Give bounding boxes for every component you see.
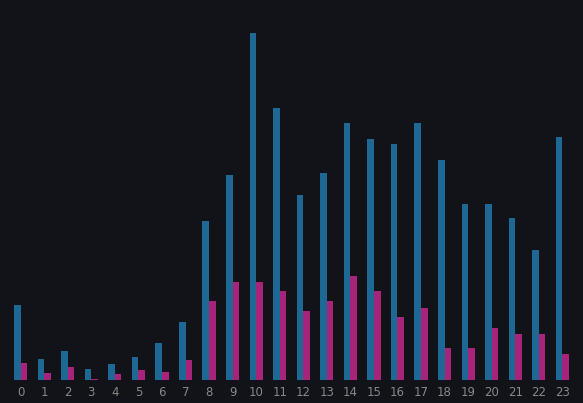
Bar bbox=[38, 359, 44, 380]
Bar bbox=[209, 301, 216, 380]
Bar bbox=[491, 328, 498, 380]
Bar bbox=[367, 139, 374, 380]
Bar bbox=[280, 291, 286, 380]
Bar bbox=[374, 291, 381, 380]
Bar bbox=[202, 221, 209, 380]
Bar bbox=[391, 145, 398, 380]
Bar bbox=[132, 357, 138, 380]
Bar bbox=[85, 369, 92, 380]
Bar bbox=[256, 282, 263, 380]
Bar bbox=[233, 282, 239, 380]
Bar bbox=[327, 301, 333, 380]
Bar bbox=[108, 364, 115, 380]
Bar bbox=[438, 160, 445, 380]
Bar bbox=[273, 108, 280, 380]
Bar bbox=[344, 123, 350, 380]
Bar bbox=[61, 351, 68, 380]
Bar bbox=[226, 175, 233, 380]
Bar bbox=[485, 204, 491, 380]
Bar bbox=[462, 204, 468, 380]
Bar bbox=[303, 311, 310, 380]
Bar bbox=[350, 276, 357, 380]
Bar bbox=[539, 334, 545, 380]
Bar bbox=[415, 123, 421, 380]
Bar bbox=[532, 250, 539, 380]
Bar bbox=[115, 374, 121, 380]
Bar bbox=[92, 379, 98, 380]
Bar bbox=[445, 349, 451, 380]
Bar bbox=[508, 218, 515, 380]
Bar bbox=[297, 195, 303, 380]
Bar bbox=[179, 322, 185, 380]
Bar bbox=[468, 349, 475, 380]
Bar bbox=[398, 317, 404, 380]
Bar bbox=[563, 354, 569, 380]
Bar bbox=[250, 33, 256, 380]
Bar bbox=[515, 334, 522, 380]
Bar bbox=[44, 373, 51, 380]
Bar bbox=[556, 137, 563, 380]
Bar bbox=[185, 360, 192, 380]
Bar bbox=[156, 343, 162, 380]
Bar bbox=[138, 370, 145, 380]
Bar bbox=[20, 363, 27, 380]
Bar bbox=[421, 308, 427, 380]
Bar bbox=[162, 372, 168, 380]
Bar bbox=[14, 305, 20, 380]
Bar bbox=[68, 367, 75, 380]
Bar bbox=[320, 173, 327, 380]
